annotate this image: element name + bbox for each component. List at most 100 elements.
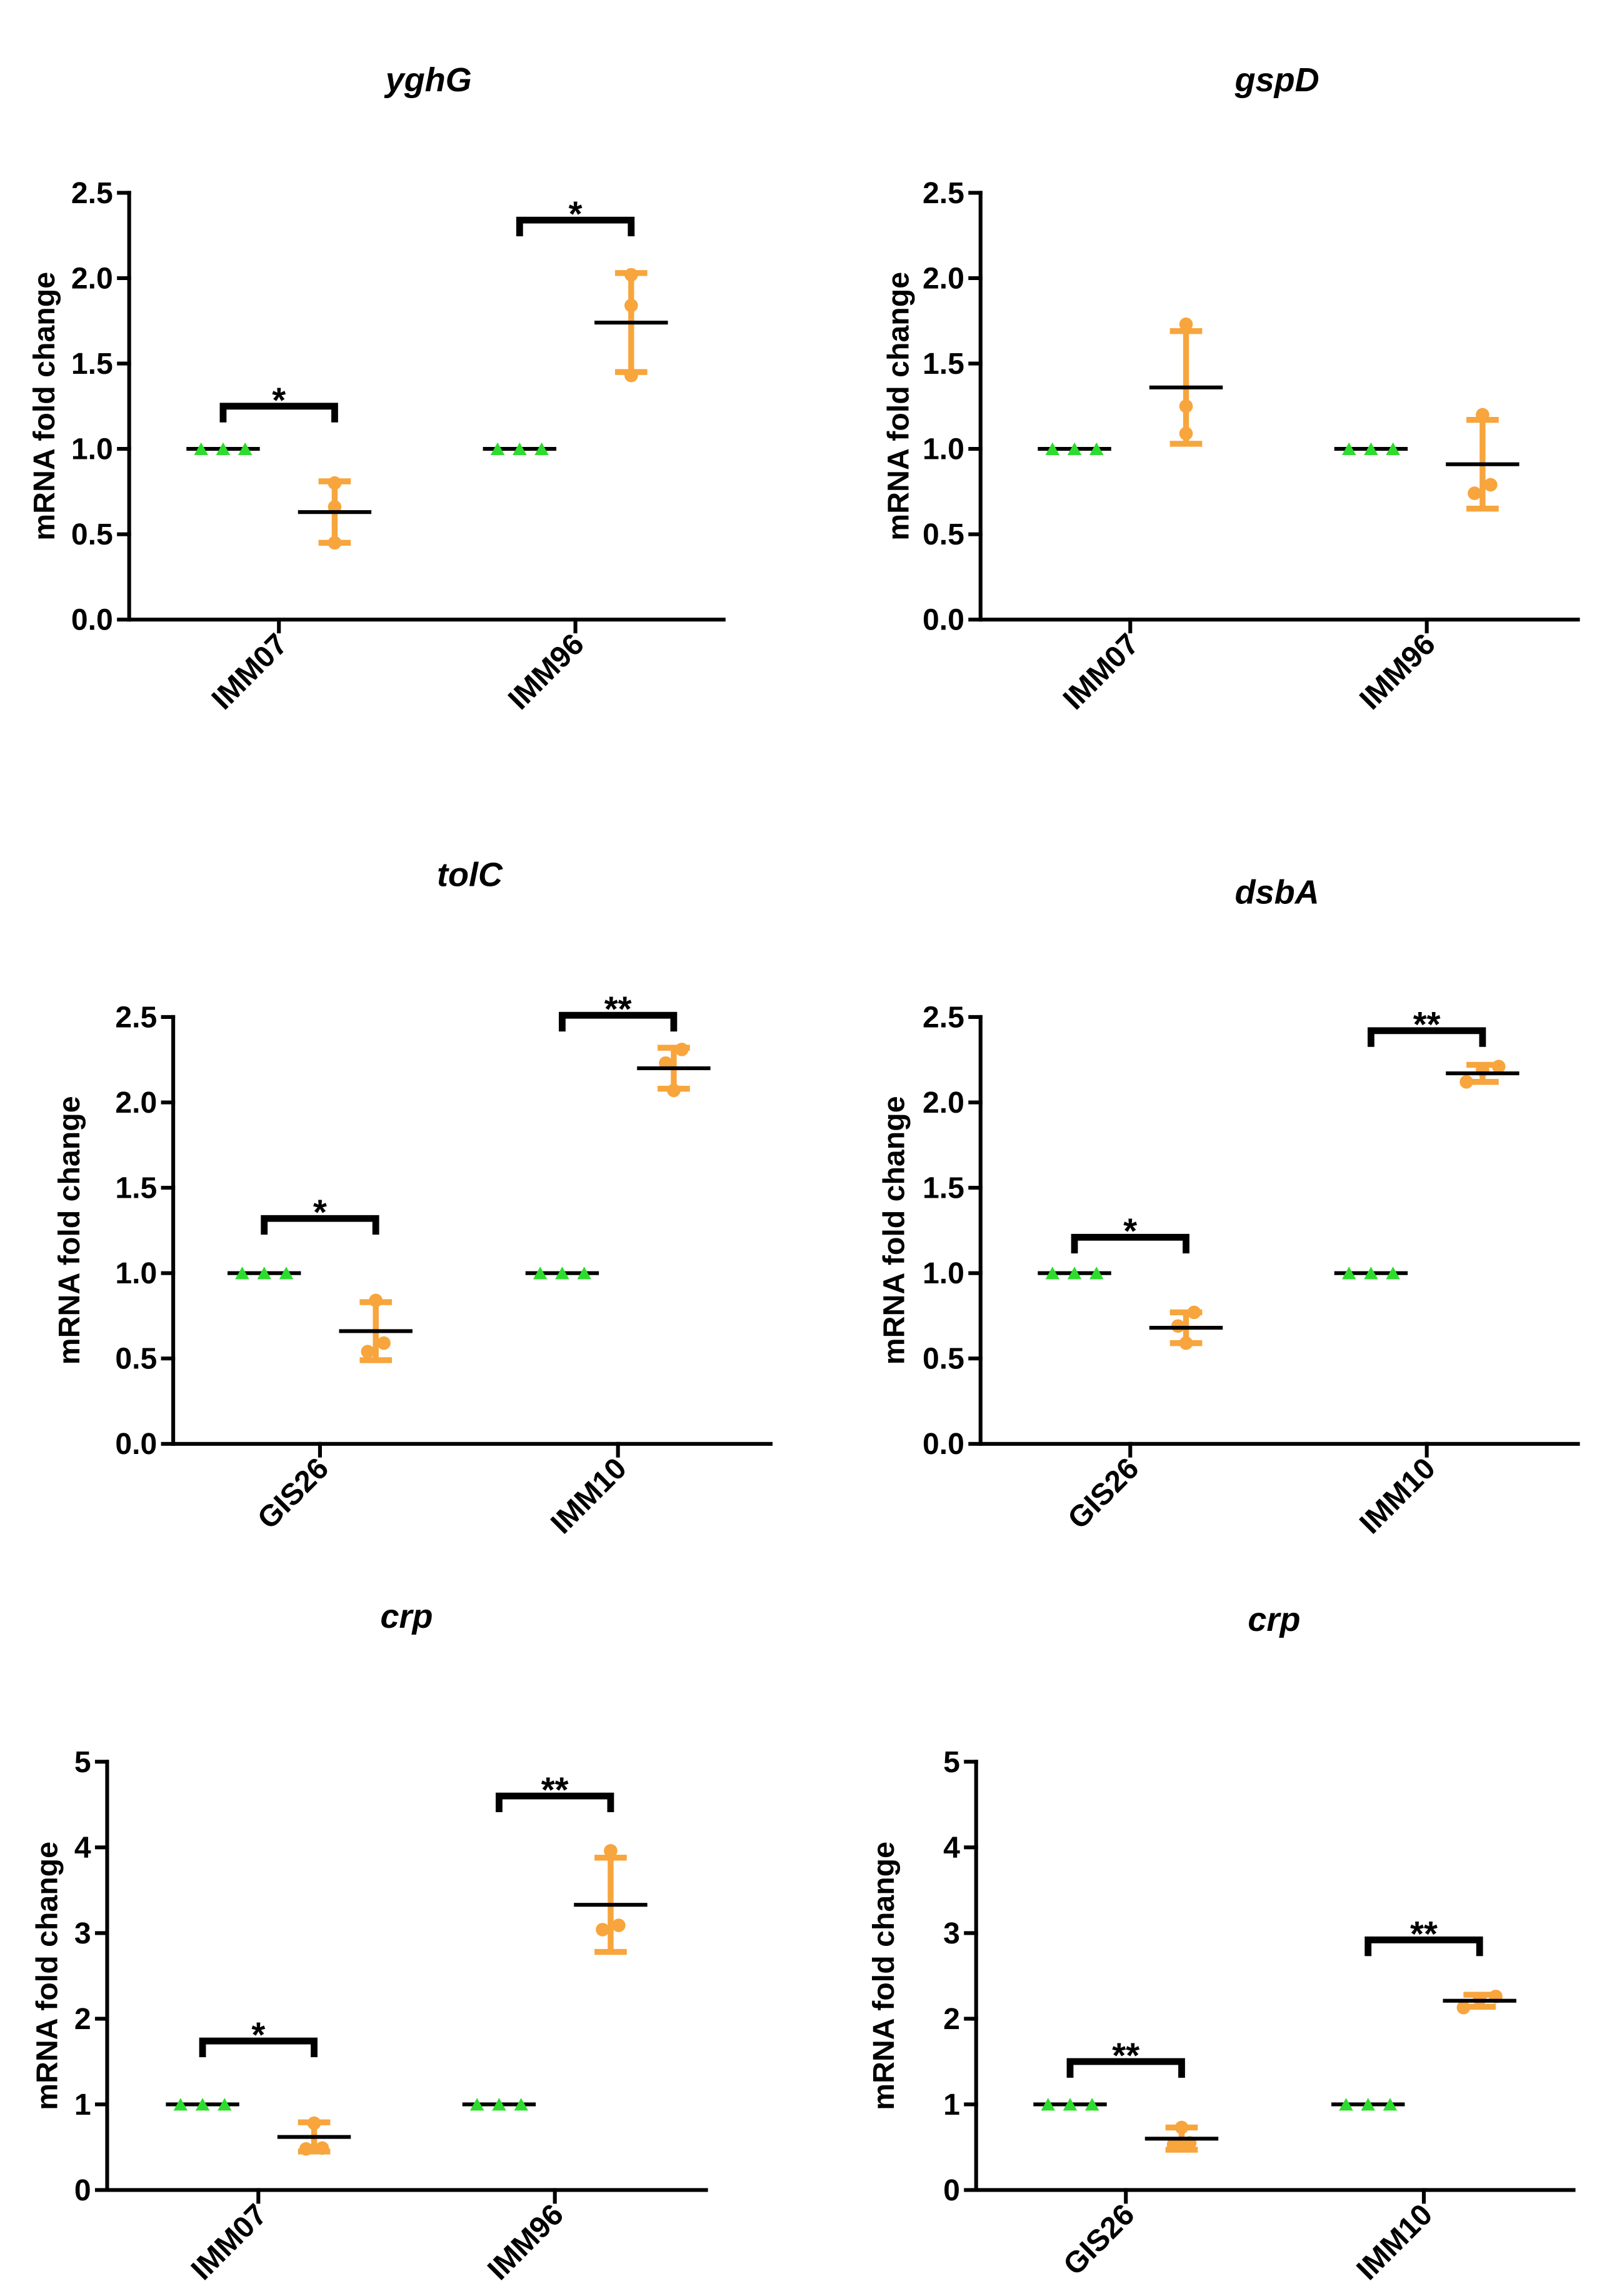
chart-panel-6: crp mRNA fold change 0 1 2 3 4 5 GIS26 IMM10 ** ** <box>867 1601 1576 2287</box>
significance-label: * <box>251 2015 265 2054</box>
triangle-point <box>1341 442 1356 456</box>
significance-bracket <box>559 1011 678 1032</box>
triangle-point <box>469 2098 484 2111</box>
x-tick-label: GIS26 <box>1057 2197 1141 2282</box>
y-tick-label: 0.5 <box>115 1342 157 1376</box>
x-tick-label: IMM10 <box>1350 2197 1439 2287</box>
x-tick-label: IMM10 <box>544 1451 633 1541</box>
y-axis-label: mRNA fold change <box>28 272 61 541</box>
circle-point <box>604 1844 618 1858</box>
chart-title: tolC <box>437 856 503 893</box>
triangle-point <box>490 442 505 456</box>
triangle-point <box>195 2098 210 2111</box>
circle-point <box>361 1345 375 1359</box>
y-tick-label: 0.5 <box>923 518 964 551</box>
triangle-point <box>238 442 253 456</box>
circle-point <box>299 2142 313 2156</box>
y-tick-label: 5 <box>74 1745 91 1779</box>
y-tick-label: 2.5 <box>115 1000 157 1034</box>
circle-point <box>1491 1060 1506 1073</box>
triangle-point <box>1067 442 1082 456</box>
significance-label: ** <box>541 1770 569 1809</box>
triangle-point <box>1089 1266 1104 1280</box>
circle-point <box>675 1043 689 1056</box>
y-tick-label: 1 <box>74 2088 91 2122</box>
significance-label: * <box>1123 1211 1137 1251</box>
x-tick-label: IMM96 <box>481 2197 570 2287</box>
y-tick-label: 3 <box>943 1917 960 1950</box>
triangle-point <box>1383 2098 1398 2111</box>
triangle-point <box>534 442 549 456</box>
y-tick-label: 1.0 <box>923 433 964 466</box>
circle-point <box>1456 2000 1471 2015</box>
triangle-point <box>514 2098 528 2111</box>
x-tick-label: GIS26 <box>251 1451 336 1536</box>
circle-point <box>328 536 342 550</box>
triangle-point <box>577 1266 591 1280</box>
y-axis-label: mRNA fold change <box>878 1096 911 1365</box>
y-tick-label: 2.0 <box>923 1086 964 1120</box>
chart-title: gspD <box>1234 61 1319 99</box>
y-tick-label: 1.0 <box>71 433 113 466</box>
circle-point <box>624 368 638 383</box>
circle-point <box>377 1336 391 1350</box>
triangle-point <box>1045 1266 1060 1280</box>
circle-point <box>624 298 638 313</box>
y-tick-label: 0 <box>74 2173 91 2207</box>
significance-label: * <box>313 1193 327 1232</box>
circle-point <box>1484 478 1498 492</box>
chart-title: dsbA <box>1235 874 1319 911</box>
triangle-point <box>1341 1266 1356 1280</box>
significance-bracket <box>496 1792 614 1813</box>
significance-label: ** <box>1413 1005 1441 1044</box>
chart-panel-3: tolC mRNA fold change 0.0 0.5 1.0 1.5 2.0 2.5 GI… <box>53 856 773 1541</box>
y-axis-label: mRNA fold change <box>882 272 916 541</box>
significance-label: ** <box>604 990 632 1029</box>
y-tick-label: 2 <box>943 2002 960 2036</box>
significance-bracket <box>1368 1027 1486 1047</box>
y-tick-label: 0.0 <box>923 1427 964 1461</box>
circle-point <box>624 268 638 282</box>
y-tick-label: 0 <box>943 2173 960 2207</box>
triangle-point <box>235 1266 249 1280</box>
x-tick-label: IMM07 <box>184 2197 273 2287</box>
triangle-point <box>513 442 527 456</box>
chart-panel-4: dsbA mRNA fold change 0.0 0.5 1.0 1.5 2.0 2.5 GI… <box>878 874 1580 1541</box>
significance-bracket <box>1364 1936 1483 1957</box>
y-tick-label: 1.5 <box>71 347 113 381</box>
circle-point <box>1179 1336 1193 1350</box>
y-axis-label: mRNA fold change <box>31 1842 64 2110</box>
y-tick-label: 0.0 <box>923 603 964 637</box>
significance-label: ** <box>1112 2035 1139 2075</box>
y-tick-label: 0.5 <box>71 518 113 551</box>
x-tick-label: IMM10 <box>1353 1451 1442 1541</box>
y-tick-label: 0.0 <box>115 1427 157 1461</box>
circle-point <box>1174 2120 1189 2135</box>
y-tick-label: 5 <box>943 1745 960 1779</box>
y-tick-label: 2.0 <box>71 261 113 295</box>
x-tick-label: IMM96 <box>1353 627 1442 716</box>
y-tick-label: 1.5 <box>923 1171 964 1205</box>
significance-label: * <box>569 194 583 233</box>
significance-bracket <box>516 216 635 237</box>
significance-bracket <box>199 2037 318 2057</box>
circle-point <box>612 1918 626 1932</box>
triangle-point <box>279 1266 294 1280</box>
significance-label: * <box>272 380 286 419</box>
triangle-point <box>555 1266 569 1280</box>
y-tick-label: 4 <box>74 1831 91 1865</box>
y-tick-label: 2 <box>74 2002 91 2036</box>
triangle-point <box>1089 442 1104 456</box>
chart-panel-1: yghG mRNA fold change 0.0 0.5 1.0 1.5 2.0 2.5 IM… <box>28 61 726 716</box>
circle-point <box>307 2116 321 2130</box>
triangle-point <box>533 1266 548 1280</box>
y-axis-label: mRNA fold change <box>867 1842 901 2110</box>
triangle-point <box>1045 442 1060 456</box>
y-tick-label: 3 <box>74 1917 91 1950</box>
triangle-point <box>492 2098 506 2111</box>
triangle-point <box>173 2098 188 2111</box>
significance-bracket <box>1071 1233 1189 1254</box>
triangle-point <box>257 1266 271 1280</box>
y-tick-label: 0.0 <box>71 603 113 637</box>
